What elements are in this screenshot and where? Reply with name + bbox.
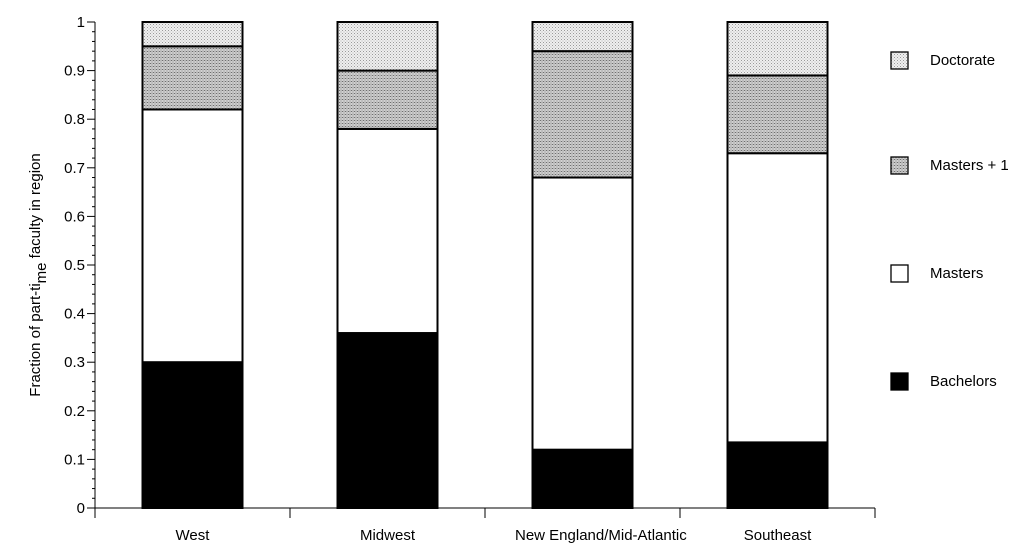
legend-swatch-masters-1 (890, 156, 909, 175)
y-axis: 0 0.1 0.2 0.3 0.4 0.5 0.6 0.7 0.8 0.9 1 (64, 14, 96, 517)
y-tick-label: 0.8 (64, 111, 85, 128)
y-tick-label: 0.7 (64, 160, 85, 177)
bar-segment-bachelors (531, 448, 634, 509)
bars (141, 21, 829, 510)
bar-segment-masters (336, 127, 439, 335)
bar-segment-masters (141, 108, 244, 364)
y-tick-label: 0.1 (64, 451, 85, 468)
y-tick-label: 0.9 (64, 63, 85, 80)
bar-segment-bachelors (141, 361, 244, 510)
legend-label-bachelors: Bachelors (930, 373, 997, 390)
bar-segment-doctorate (336, 21, 439, 72)
y-tick-label: 0 (77, 500, 85, 517)
bar-segment-bachelors (726, 441, 829, 510)
bar-segment-masters (726, 152, 829, 444)
y-tick-label: 0.2 (64, 403, 85, 420)
y-tick-label: 0.5 (64, 257, 85, 274)
bar-segment-masters-1 (531, 50, 634, 179)
bar-segment-masters-1 (141, 45, 244, 111)
y-tick-label: 1 (77, 14, 85, 31)
bar-segment-doctorate (141, 21, 244, 48)
bar-segment-doctorate (726, 21, 829, 77)
legend-label-doctorate: Doctorate (930, 52, 995, 69)
legend-swatch-bachelors (890, 372, 909, 391)
y-axis-title-main: Fraction of part-ti (27, 283, 44, 396)
legend-swatch-doctorate (890, 51, 909, 70)
bar-segment-doctorate (531, 21, 634, 53)
y-tick-label: 0.6 (64, 208, 85, 225)
bar-segment-masters-1 (336, 69, 439, 130)
legend-swatch-masters (890, 264, 909, 283)
x-category-label: Midwest (360, 527, 416, 544)
legend-label-masters-1: Masters + 1 (930, 157, 1009, 174)
y-axis-title-end: faculty in region (27, 153, 44, 262)
y-axis-title: Fraction of part-time faculty in region (27, 153, 50, 396)
bar-segment-masters (531, 176, 634, 451)
x-category-label: Southeast (744, 527, 812, 544)
bar-segment-masters-1 (726, 74, 829, 155)
bar-segment-bachelors (336, 332, 439, 510)
y-tick-label: 0.3 (64, 354, 85, 371)
x-category-label: New England/Mid-Atlantic (515, 527, 687, 544)
y-axis-title-sub: me (33, 263, 50, 284)
legend-label-masters: Masters (930, 265, 983, 282)
x-axis: West Midwest New England/Mid-Atlantic South… (94, 507, 876, 544)
x-category-label: West (176, 527, 211, 544)
y-tick-label: 0.4 (64, 306, 85, 323)
legend: Doctorate Masters + 1 Masters Bachelors (890, 51, 1009, 391)
